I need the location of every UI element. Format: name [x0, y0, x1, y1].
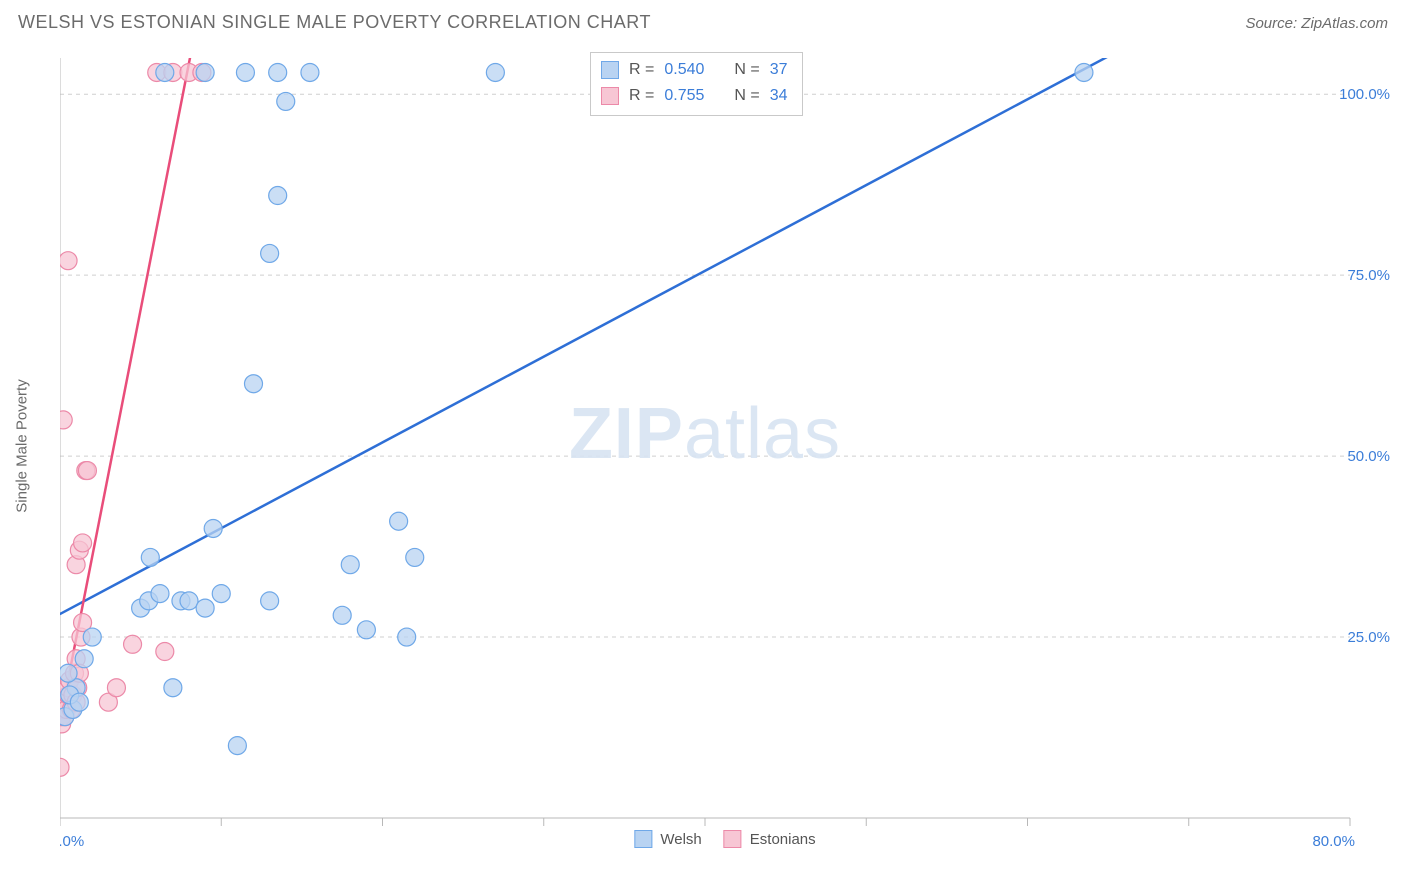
stat-n-label: N = — [734, 83, 759, 109]
stat-r-label: R = — [629, 57, 654, 83]
chart-container: 25.0% 50.0% 75.0% 100.0% ZIPatlas 0.0% 80.0% R… — [60, 48, 1390, 848]
stat-n-label: N = — [734, 57, 759, 83]
swatch-estonians — [601, 87, 619, 105]
stat-row-welsh: R = 0.540 N = 37 — [601, 57, 788, 83]
source-text: Source: ZipAtlas.com — [1245, 15, 1388, 32]
stat-r-label: R = — [629, 83, 654, 109]
legend-item-estonians: Estonians — [724, 830, 816, 848]
chart-header: WELSH VS ESTONIAN SINGLE MALE POVERTY CO… — [18, 12, 1388, 33]
svg-text:80.0%: 80.0% — [1312, 833, 1355, 848]
legend-label-estonians: Estonians — [750, 831, 816, 848]
stat-r-welsh: 0.540 — [664, 57, 704, 83]
swatch-welsh — [601, 61, 619, 79]
svg-text:100.0%: 100.0% — [1339, 86, 1390, 103]
svg-text:75.0%: 75.0% — [1347, 267, 1390, 284]
stat-n-estonians: 34 — [770, 83, 788, 109]
swatch-estonians — [724, 830, 742, 848]
stat-r-estonians: 0.755 — [664, 83, 704, 109]
bottom-legend: Welsh Estonians — [634, 830, 815, 848]
stat-n-welsh: 37 — [770, 57, 788, 83]
chart-title: WELSH VS ESTONIAN SINGLE MALE POVERTY CO… — [18, 12, 651, 33]
scatter-chart: 25.0% 50.0% 75.0% 100.0% ZIPatlas 0.0% 80.0% — [60, 48, 1390, 848]
y-axis-label: Single Male Poverty — [14, 379, 31, 512]
svg-text:0.0%: 0.0% — [60, 833, 84, 848]
swatch-welsh — [634, 830, 652, 848]
svg-text:50.0%: 50.0% — [1347, 448, 1390, 465]
legend-label-welsh: Welsh — [660, 831, 701, 848]
svg-text:ZIPatlas: ZIPatlas — [569, 394, 841, 474]
stat-legend: R = 0.540 N = 37 R = 0.755 N = 34 — [590, 52, 803, 116]
svg-text:25.0%: 25.0% — [1347, 629, 1390, 646]
legend-item-welsh: Welsh — [634, 830, 701, 848]
stat-row-estonians: R = 0.755 N = 34 — [601, 83, 788, 109]
